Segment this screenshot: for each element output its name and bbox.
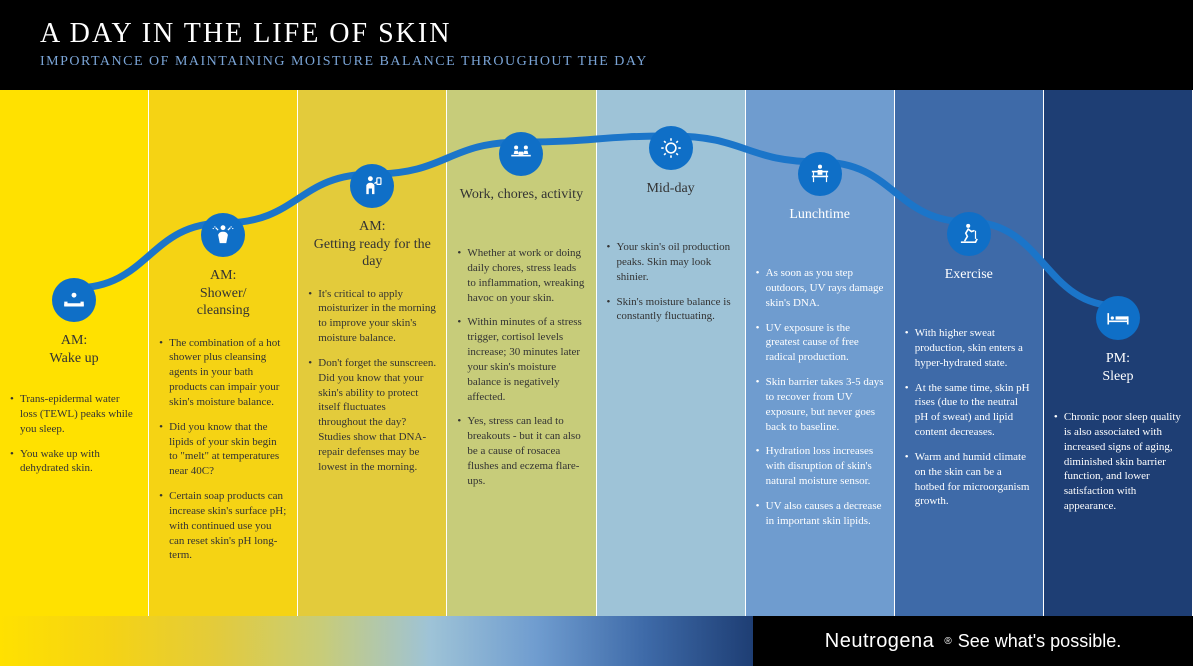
brand-tagline: See what's possible. (958, 631, 1122, 652)
timeline-column: PM: Sleep Chronic poor sleep quality is a… (1044, 90, 1193, 616)
stage-bullets: The combination of a hot shower plus cle… (159, 336, 287, 574)
stage-bullets: Trans-epidermal water loss (TEWL) peaks … (10, 392, 138, 486)
stage-title: AM: Wake up (10, 332, 138, 376)
treadmill-icon (947, 212, 991, 256)
timeline-column: Exercise With higher sweat production, sk… (895, 90, 1044, 616)
brand-name: Neutrogena (825, 630, 935, 653)
desk-icon (499, 132, 543, 176)
icon-zone (607, 102, 735, 170)
stage-title: PM: Sleep (1054, 350, 1182, 394)
timeline: AM: Wake up Trans-epidermal water loss (T… (0, 90, 1193, 616)
icon-zone (756, 102, 884, 196)
timeline-column: AM: Shower/ cleansing The combination of … (149, 90, 298, 616)
timeline-column: Work, chores, activity Whether at work or… (447, 90, 596, 616)
shower-icon (201, 213, 245, 257)
bullet-item: Whether at work or doing daily chores, s… (457, 246, 585, 305)
icon-zone (905, 102, 1033, 256)
stage-bullets: With higher sweat production, skin enter… (905, 326, 1033, 519)
footer-gradient (0, 616, 753, 666)
bullet-item: Your skin's oil production peaks. Skin m… (607, 240, 735, 285)
bullet-item: Hydration loss increases with disruption… (756, 444, 884, 489)
brand-reg-icon: ® (944, 636, 951, 647)
icon-zone (10, 102, 138, 322)
bullet-item: Skin's moisture balance is constantly fl… (607, 295, 735, 325)
bullet-item: Don't forget the sunscreen. Did you know… (308, 356, 436, 475)
bullet-item: Trans-epidermal water loss (TEWL) peaks … (10, 392, 138, 437)
timeline-column: AM: Getting ready for the day It's critic… (298, 90, 447, 616)
icon-zone (308, 102, 436, 208)
stage-bullets: Chronic poor sleep quality is also assoc… (1054, 410, 1182, 524)
bullet-item: Warm and humid climate on the skin can b… (905, 450, 1033, 509)
footer: Neutrogena ® See what's possible. (0, 616, 1193, 666)
bullet-item: Skin barrier takes 3-5 days to recover f… (756, 375, 884, 434)
bullet-item: UV also causes a decrease in important s… (756, 499, 884, 529)
bullet-item: Within minutes of a stress trigger, cort… (457, 315, 585, 404)
bullet-item: Chronic poor sleep quality is also assoc… (1054, 410, 1182, 514)
bullet-item: UV exposure is the greatest cause of fre… (756, 321, 884, 366)
stage-title: Exercise (905, 266, 1033, 310)
sun-icon (649, 126, 693, 170)
stage-title: Work, chores, activity (457, 186, 585, 230)
stage-title: Mid-day (607, 180, 735, 224)
mirror-icon (350, 164, 394, 208)
stage-bullets: As soon as you step outdoors, UV rays da… (756, 266, 884, 539)
bullet-item: At the same time, skin pH rises (due to … (905, 381, 1033, 440)
icon-zone (1054, 102, 1182, 340)
stage-title: Lunchtime (756, 206, 884, 250)
timeline-column: Mid-day Your skin's oil production peaks.… (597, 90, 746, 616)
header: A DAY IN THE LIFE OF SKIN IMPORTANCE OF … (0, 0, 1193, 90)
stage-title: AM: Getting ready for the day (308, 218, 436, 271)
timeline-column: AM: Wake up Trans-epidermal water loss (T… (0, 90, 149, 616)
bench-icon (798, 152, 842, 196)
icon-zone (159, 102, 287, 257)
stage-bullets: It's critical to apply moisturizer in th… (308, 287, 436, 485)
bed-sun-icon (52, 278, 96, 322)
footer-brand: Neutrogena ® See what's possible. (753, 616, 1193, 666)
bullet-item: It's critical to apply moisturizer in th… (308, 287, 436, 346)
bullet-item: With higher sweat production, skin enter… (905, 326, 1033, 371)
bullet-item: Yes, stress can lead to breakouts - but … (457, 414, 585, 488)
page-subtitle: IMPORTANCE OF MAINTAINING MOISTURE BALAN… (40, 54, 1153, 70)
bullet-item: You wake up with dehydrated skin. (10, 447, 138, 477)
page-title: A DAY IN THE LIFE OF SKIN (40, 18, 1153, 50)
stage-bullets: Whether at work or doing daily chores, s… (457, 246, 585, 499)
bullet-item: As soon as you step outdoors, UV rays da… (756, 266, 884, 311)
icon-zone (457, 102, 585, 176)
bullet-item: The combination of a hot shower plus cle… (159, 336, 287, 410)
bed-icon (1096, 296, 1140, 340)
bullet-item: Certain soap products can increase skin'… (159, 489, 287, 563)
timeline-column: Lunchtime As soon as you step outdoors, U… (746, 90, 895, 616)
stage-title: AM: Shower/ cleansing (159, 267, 287, 320)
stage-bullets: Your skin's oil production peaks. Skin m… (607, 240, 735, 334)
bullet-item: Did you know that the lipids of your ski… (159, 420, 287, 479)
